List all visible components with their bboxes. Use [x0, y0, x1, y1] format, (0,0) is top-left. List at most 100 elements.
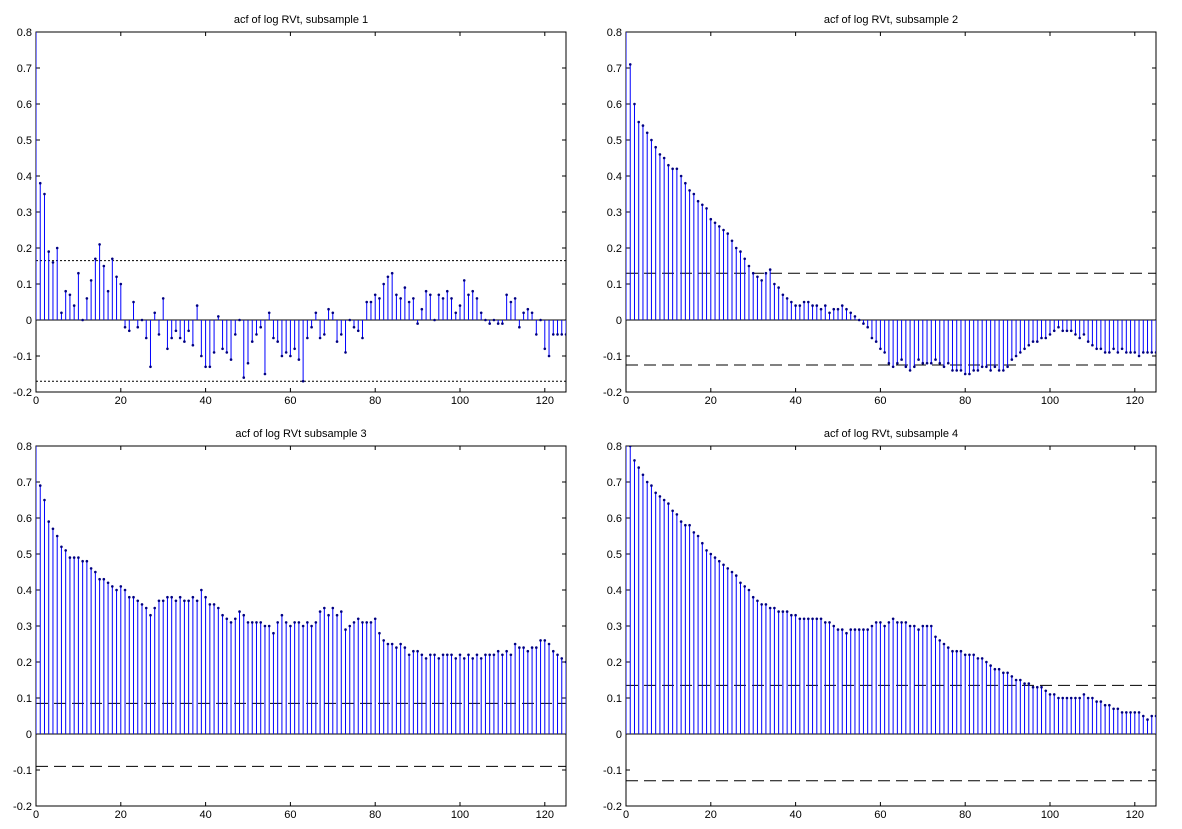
acf-point	[921, 361, 925, 365]
acf-point	[1125, 351, 1128, 354]
acf-point	[178, 595, 182, 599]
acf-point	[1125, 711, 1128, 714]
acf-point	[815, 617, 819, 621]
acf-point	[127, 329, 131, 333]
acf-point	[115, 588, 118, 592]
acf-point	[157, 333, 161, 336]
acf-point	[879, 621, 882, 624]
acf-point	[407, 653, 411, 657]
acf-point	[111, 585, 114, 588]
acf-point	[709, 217, 713, 221]
acf-point	[1065, 329, 1069, 333]
acf-point	[378, 631, 381, 635]
acf-point	[891, 365, 895, 369]
acf-point	[734, 574, 738, 577]
acf-point	[713, 556, 717, 559]
acf-point	[170, 336, 173, 340]
acf-point	[505, 293, 508, 297]
acf-point	[976, 369, 980, 372]
acf-point	[416, 649, 419, 653]
acf-point	[726, 232, 730, 235]
x-tick-label: 60	[874, 395, 886, 407]
acf-point	[1146, 718, 1149, 721]
acf-chart-4: acf of log RVt, subsample 4-0.2-0.100.10…	[603, 428, 1157, 821]
acf-point	[284, 621, 288, 624]
acf-point	[501, 653, 504, 657]
acf-point	[149, 365, 152, 369]
acf-point	[484, 653, 487, 657]
y-tick-label: 0.3	[607, 621, 622, 633]
acf-point	[993, 365, 997, 369]
acf-point	[637, 120, 641, 124]
acf-point	[433, 653, 436, 657]
acf-point	[802, 300, 806, 304]
acf-point	[471, 657, 475, 660]
acf-point	[335, 613, 339, 617]
acf-point	[77, 556, 80, 559]
acf-point	[318, 336, 322, 340]
acf-point	[51, 527, 55, 531]
acf-point	[60, 311, 63, 315]
acf-point	[1044, 336, 1048, 340]
acf-point	[959, 369, 963, 372]
acf-point	[917, 358, 920, 361]
acf-point	[492, 318, 496, 322]
acf-point	[272, 631, 275, 635]
acf-point	[250, 621, 254, 624]
acf-point	[149, 613, 152, 617]
acf-point	[662, 156, 666, 160]
acf-point	[1078, 336, 1081, 340]
y-tick-label: 0.2	[607, 243, 622, 255]
acf-point	[1040, 336, 1043, 340]
chart-title: acf of log RVt, subsample 4	[824, 428, 958, 440]
y-tick-label: 0	[26, 729, 32, 741]
acf-point	[462, 657, 466, 660]
acf-point	[1027, 682, 1031, 685]
acf-point	[1103, 351, 1107, 354]
acf-point	[760, 603, 763, 606]
x-tick-label: 0	[33, 809, 39, 821]
acf-point	[454, 311, 458, 315]
acf-point	[229, 621, 233, 624]
acf-point	[280, 354, 284, 358]
acf-point	[862, 322, 865, 325]
acf-point	[1095, 347, 1098, 351]
acf-panel-3: acf of log RVt subsample 3 -0.2 -0.1 0 0.1 0.…	[0, 414, 590, 828]
acf-point	[127, 595, 131, 599]
acf-point	[259, 325, 263, 329]
acf-point	[811, 617, 814, 621]
acf-point	[89, 567, 93, 570]
x-tick-label: 80	[369, 395, 381, 407]
acf-point	[225, 617, 229, 621]
acf-point	[178, 336, 182, 340]
acf-point	[424, 289, 428, 293]
acf-point	[267, 311, 271, 315]
acf-point	[972, 369, 975, 372]
acf-point	[985, 365, 988, 369]
acf-point	[327, 613, 330, 617]
y-tick-label: 0	[616, 729, 622, 741]
y-tick-label: 0.5	[607, 135, 622, 147]
acf-point	[1120, 711, 1124, 714]
acf-point	[462, 279, 466, 282]
acf-point	[900, 621, 903, 624]
x-axis: 0 20 40 60 80 100 120	[623, 32, 1144, 407]
acf-point	[560, 657, 564, 660]
y-tick-label: -0.1	[13, 765, 32, 777]
x-tick-label: 0	[623, 809, 629, 821]
acf-point	[896, 361, 899, 365]
acf-point	[1052, 693, 1056, 696]
acf-point	[64, 289, 67, 293]
acf-point	[429, 293, 432, 297]
acf-point	[658, 495, 662, 498]
y-tick-label: 0	[26, 315, 32, 327]
acf-point	[204, 595, 207, 599]
acf-point	[857, 628, 861, 631]
acf-point	[1019, 351, 1022, 354]
acf-point	[1116, 707, 1120, 711]
acf-point	[140, 603, 144, 606]
acf-point	[293, 621, 296, 624]
acf-point	[675, 513, 679, 516]
acf-point	[870, 624, 874, 628]
acf-point	[543, 347, 547, 351]
